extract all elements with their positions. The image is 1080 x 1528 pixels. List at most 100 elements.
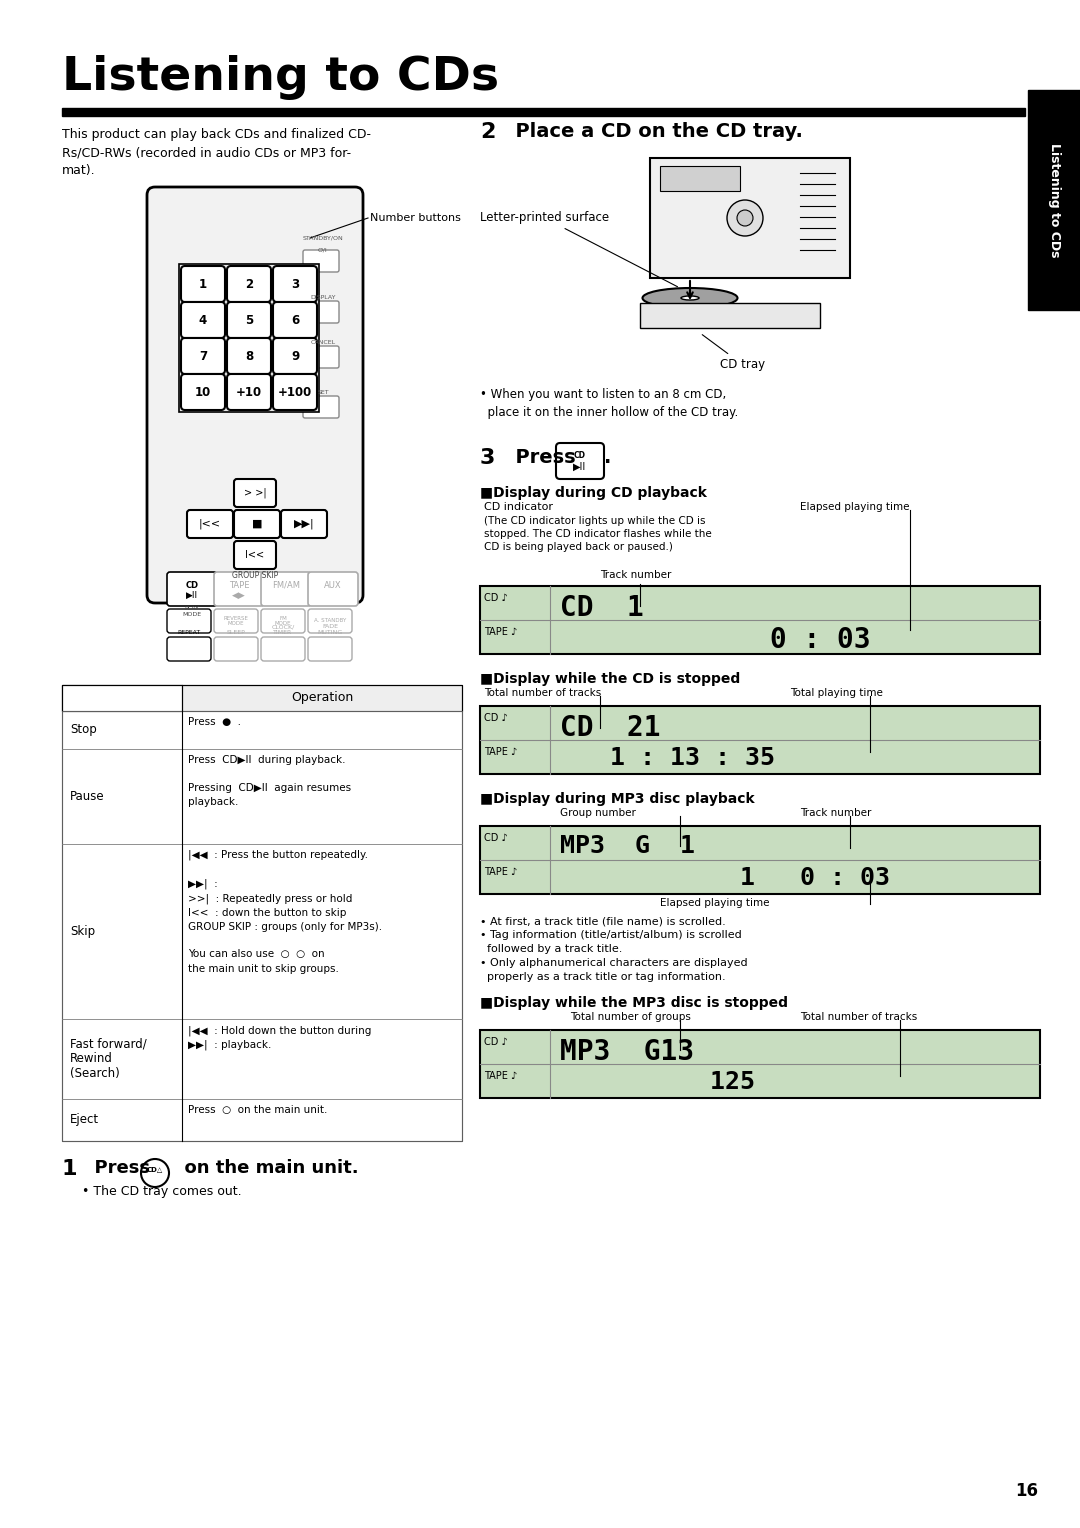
Text: FM/AM: FM/AM xyxy=(272,581,300,590)
Text: CD ♪: CD ♪ xyxy=(484,833,508,843)
Text: CD  21: CD 21 xyxy=(561,714,661,743)
Bar xyxy=(480,1030,1040,1099)
Text: AUX: AUX xyxy=(324,581,341,590)
Text: • Tag information (title/artist/album) is scrolled: • Tag information (title/artist/album) i… xyxy=(480,931,742,940)
Text: ■Display during CD playback: ■Display during CD playback xyxy=(480,486,707,500)
Text: Ơ/I: Ơ/I xyxy=(319,248,328,254)
Text: 1: 1 xyxy=(561,866,755,889)
Text: This product can play back CDs and finalized CD-
Rs/CD-RWs (recorded in audio CD: This product can play back CDs and final… xyxy=(62,128,372,177)
Text: PLAY
MODE: PLAY MODE xyxy=(183,607,202,617)
Text: A. STANDBY: A. STANDBY xyxy=(314,619,346,623)
Circle shape xyxy=(737,209,753,226)
FancyBboxPatch shape xyxy=(167,610,211,633)
FancyBboxPatch shape xyxy=(227,266,271,303)
Text: Letter-printed surface: Letter-printed surface xyxy=(480,211,677,287)
Text: Total playing time: Total playing time xyxy=(789,688,882,698)
Circle shape xyxy=(727,200,762,235)
Text: ■: ■ xyxy=(252,520,262,529)
Text: CD  1: CD 1 xyxy=(561,594,644,622)
FancyBboxPatch shape xyxy=(234,541,276,568)
FancyBboxPatch shape xyxy=(273,338,318,374)
Text: Operation: Operation xyxy=(291,692,353,704)
Text: TAPE ♪: TAPE ♪ xyxy=(484,1071,517,1080)
Text: Group number: Group number xyxy=(561,808,636,817)
Ellipse shape xyxy=(681,296,699,299)
Text: Track number: Track number xyxy=(800,808,872,817)
Text: Press: Press xyxy=(82,1160,150,1177)
Text: TAPE ♪: TAPE ♪ xyxy=(484,747,517,756)
Bar xyxy=(62,1019,462,1099)
Text: Total number of tracks: Total number of tracks xyxy=(800,1012,917,1022)
Text: Total number of tracks: Total number of tracks xyxy=(484,688,602,698)
FancyBboxPatch shape xyxy=(181,266,225,303)
FancyBboxPatch shape xyxy=(261,610,305,633)
Text: • When you want to listen to an 8 cm CD,
  place it on the inner hollow of the C: • When you want to listen to an 8 cm CD,… xyxy=(480,388,739,419)
FancyBboxPatch shape xyxy=(227,374,271,410)
Text: 125: 125 xyxy=(561,1070,755,1094)
Text: • At first, a track title (file name) is scrolled.: • At first, a track title (file name) is… xyxy=(480,915,726,926)
Text: |<<: |<< xyxy=(199,518,221,529)
FancyBboxPatch shape xyxy=(303,396,339,419)
Ellipse shape xyxy=(643,287,738,309)
Text: ◀▶: ◀▶ xyxy=(232,590,246,599)
Text: FADE
MUTING: FADE MUTING xyxy=(318,625,342,636)
Text: .: . xyxy=(604,448,611,468)
Text: Elapsed playing time: Elapsed playing time xyxy=(800,503,909,512)
Text: 7: 7 xyxy=(199,350,207,362)
Bar xyxy=(62,685,462,1141)
Text: REPEAT: REPEAT xyxy=(177,630,201,636)
FancyBboxPatch shape xyxy=(261,571,311,607)
Text: Track number: Track number xyxy=(600,570,672,581)
Text: 1 : 13 : 35: 1 : 13 : 35 xyxy=(610,746,775,770)
Text: CD ♪: CD ♪ xyxy=(484,1038,508,1047)
FancyBboxPatch shape xyxy=(281,510,327,538)
Text: CD△: CD△ xyxy=(147,1166,163,1172)
Text: CD ♪: CD ♪ xyxy=(484,593,508,604)
Text: Elapsed playing time: Elapsed playing time xyxy=(660,898,769,908)
Text: ■Display while the CD is stopped: ■Display while the CD is stopped xyxy=(480,672,740,686)
Text: Stop: Stop xyxy=(70,723,97,736)
Text: |◀◀  : Hold down the button during
▶▶|  : playback.: |◀◀ : Hold down the button during ▶▶| : … xyxy=(188,1025,372,1050)
Text: > >|: > >| xyxy=(244,487,267,498)
Text: Pause: Pause xyxy=(70,790,105,804)
Text: 3: 3 xyxy=(480,448,496,468)
Text: TAPE ♪: TAPE ♪ xyxy=(484,866,517,877)
Text: CLOCK/
TIMER: CLOCK/ TIMER xyxy=(271,625,295,636)
Text: 5: 5 xyxy=(245,313,253,327)
Text: Place a CD on the CD tray.: Place a CD on the CD tray. xyxy=(502,122,802,141)
FancyBboxPatch shape xyxy=(227,303,271,338)
Text: Number buttons: Number buttons xyxy=(370,212,461,223)
Text: Press  ●  .: Press ● . xyxy=(188,717,241,727)
Bar xyxy=(62,108,1025,116)
Text: ■Display during MP3 disc playback: ■Display during MP3 disc playback xyxy=(480,792,755,805)
Bar xyxy=(62,749,462,843)
FancyBboxPatch shape xyxy=(227,338,271,374)
Text: FM
MODE: FM MODE xyxy=(274,616,292,626)
FancyBboxPatch shape xyxy=(214,610,258,633)
Bar xyxy=(480,587,1040,654)
Text: CD indicator: CD indicator xyxy=(484,503,553,512)
Bar xyxy=(62,685,462,711)
FancyBboxPatch shape xyxy=(234,478,276,507)
Text: 1: 1 xyxy=(199,278,207,290)
FancyBboxPatch shape xyxy=(308,610,352,633)
FancyBboxPatch shape xyxy=(303,345,339,368)
Text: 8: 8 xyxy=(245,350,253,362)
FancyBboxPatch shape xyxy=(147,186,363,604)
Text: 4: 4 xyxy=(199,313,207,327)
Text: STANDBY/ON: STANDBY/ON xyxy=(302,235,343,240)
Text: Skip: Skip xyxy=(70,924,95,938)
FancyBboxPatch shape xyxy=(167,637,211,662)
Text: TAPE ♪: TAPE ♪ xyxy=(484,626,517,637)
Text: ▶▶|: ▶▶| xyxy=(294,518,314,529)
FancyBboxPatch shape xyxy=(181,338,225,374)
FancyBboxPatch shape xyxy=(650,157,850,278)
FancyBboxPatch shape xyxy=(214,637,258,662)
Text: CD: CD xyxy=(186,581,199,590)
Text: 2: 2 xyxy=(245,278,253,290)
Text: TAPE: TAPE xyxy=(229,581,249,590)
Text: DISPLAY: DISPLAY xyxy=(310,295,336,299)
Text: 10: 10 xyxy=(194,385,211,399)
Text: 0 : 03: 0 : 03 xyxy=(800,866,890,889)
Text: CD tray: CD tray xyxy=(702,335,765,371)
